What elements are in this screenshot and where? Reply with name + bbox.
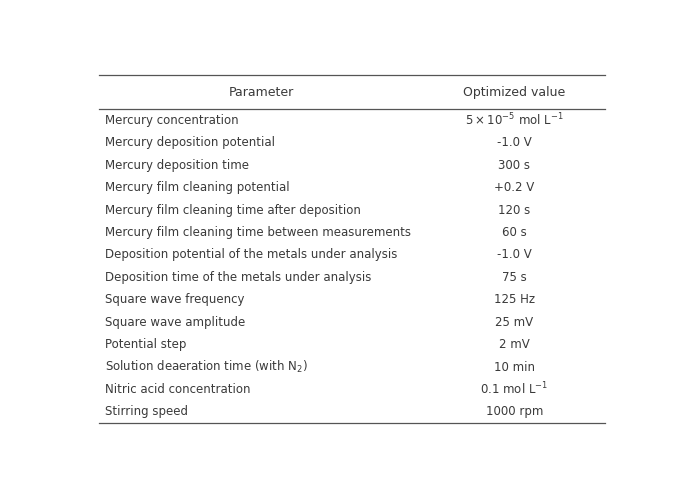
Text: 60 s: 60 s: [502, 226, 527, 239]
Text: 25 mV: 25 mV: [495, 316, 534, 329]
Text: 1000 rpm: 1000 rpm: [486, 406, 543, 418]
Text: $5\times10^{-5}$ mol L$^{-1}$: $5\times10^{-5}$ mol L$^{-1}$: [465, 112, 564, 129]
Text: 120 s: 120 s: [498, 203, 530, 217]
Text: Mercury film cleaning time between measurements: Mercury film cleaning time between measu…: [104, 226, 411, 239]
Text: Deposition time of the metals under analysis: Deposition time of the metals under anal…: [104, 271, 371, 284]
Text: 0.1 mol L$^{-1}$: 0.1 mol L$^{-1}$: [480, 381, 548, 398]
Text: Stirring speed: Stirring speed: [104, 406, 188, 418]
Text: Optimized value: Optimized value: [463, 86, 565, 99]
Text: Parameter: Parameter: [229, 86, 294, 99]
Text: 125 Hz: 125 Hz: [494, 293, 535, 306]
Text: Square wave amplitude: Square wave amplitude: [104, 316, 245, 329]
Text: -1.0 V: -1.0 V: [497, 137, 532, 149]
Text: 300 s: 300 s: [499, 159, 530, 172]
Text: Potential step: Potential step: [104, 338, 186, 351]
Text: Deposition potential of the metals under analysis: Deposition potential of the metals under…: [104, 248, 397, 262]
Text: 10 min: 10 min: [494, 361, 535, 373]
Text: Mercury deposition potential: Mercury deposition potential: [104, 137, 275, 149]
Text: +0.2 V: +0.2 V: [495, 181, 534, 194]
Text: Solution deaeration time (with N$_2$): Solution deaeration time (with N$_2$): [104, 359, 307, 375]
Text: Mercury concentration: Mercury concentration: [104, 114, 238, 127]
Text: 75 s: 75 s: [502, 271, 527, 284]
Text: Square wave frequency: Square wave frequency: [104, 293, 244, 306]
Text: 2 mV: 2 mV: [499, 338, 530, 351]
Text: -1.0 V: -1.0 V: [497, 248, 532, 262]
Text: Mercury film cleaning time after deposition: Mercury film cleaning time after deposit…: [104, 203, 361, 217]
Text: Nitric acid concentration: Nitric acid concentration: [104, 383, 250, 396]
Text: Mercury film cleaning potential: Mercury film cleaning potential: [104, 181, 289, 194]
Text: Mercury deposition time: Mercury deposition time: [104, 159, 249, 172]
